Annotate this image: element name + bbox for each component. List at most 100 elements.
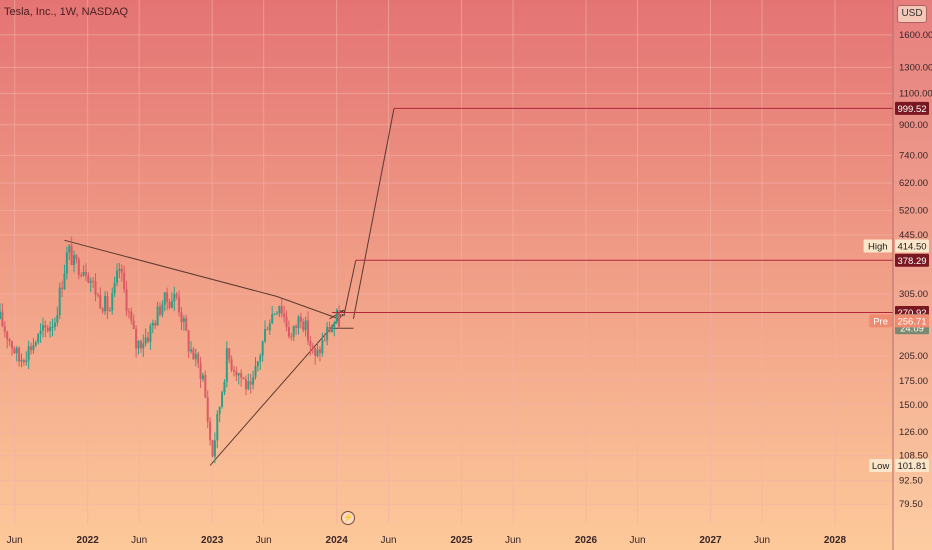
- candle[interactable]: [80, 272, 83, 278]
- candle[interactable]: [96, 292, 99, 298]
- flash-icon[interactable]: ⚡: [341, 511, 355, 525]
- candle[interactable]: [266, 326, 269, 331]
- candle[interactable]: [130, 307, 133, 325]
- candle[interactable]: [68, 244, 71, 261]
- candle[interactable]: [99, 287, 102, 309]
- candle[interactable]: [285, 310, 288, 332]
- candle[interactable]: [292, 325, 295, 342]
- candle[interactable]: [61, 280, 64, 298]
- candle[interactable]: [197, 351, 200, 369]
- candle[interactable]: [144, 328, 147, 347]
- candle[interactable]: [314, 347, 317, 365]
- candle[interactable]: [149, 323, 152, 350]
- candle[interactable]: [13, 345, 16, 354]
- candle[interactable]: [101, 307, 104, 314]
- candle[interactable]: [299, 312, 302, 329]
- candle[interactable]: [223, 379, 226, 396]
- candle[interactable]: [0, 303, 1, 320]
- candle[interactable]: [335, 308, 338, 325]
- currency-button[interactable]: USD: [897, 5, 927, 23]
- candle-layer[interactable]: [0, 236, 341, 464]
- candle[interactable]: [168, 298, 171, 310]
- candle[interactable]: [328, 321, 331, 333]
- candle[interactable]: [311, 342, 314, 354]
- candle[interactable]: [137, 339, 140, 355]
- candle[interactable]: [271, 306, 274, 324]
- candle[interactable]: [3, 321, 6, 338]
- candle[interactable]: [199, 356, 202, 388]
- candle[interactable]: [56, 306, 59, 327]
- candle[interactable]: [235, 366, 238, 382]
- candle[interactable]: [65, 246, 68, 280]
- candle[interactable]: [201, 372, 204, 382]
- candle[interactable]: [218, 406, 221, 423]
- candle[interactable]: [256, 361, 259, 372]
- candle[interactable]: [77, 257, 80, 280]
- candle[interactable]: [132, 314, 135, 329]
- candle[interactable]: [166, 287, 169, 311]
- candle[interactable]: [237, 372, 240, 385]
- candle[interactable]: [309, 336, 312, 356]
- candle[interactable]: [259, 353, 262, 370]
- candle[interactable]: [118, 263, 121, 278]
- candle[interactable]: [330, 323, 333, 333]
- candle[interactable]: [63, 264, 66, 291]
- candle[interactable]: [154, 320, 157, 329]
- candle[interactable]: [41, 317, 44, 338]
- candle[interactable]: [125, 280, 128, 317]
- candle[interactable]: [244, 375, 247, 396]
- candle[interactable]: [73, 250, 76, 273]
- candle[interactable]: [113, 276, 116, 298]
- candle[interactable]: [318, 346, 321, 362]
- candle[interactable]: [175, 291, 178, 300]
- candle[interactable]: [92, 277, 95, 288]
- candle[interactable]: [221, 390, 224, 409]
- candle[interactable]: [304, 316, 307, 337]
- candle[interactable]: [273, 313, 276, 316]
- candle[interactable]: [247, 373, 250, 391]
- candle[interactable]: [115, 263, 118, 287]
- candle[interactable]: [211, 439, 214, 458]
- candle[interactable]: [49, 321, 52, 338]
- candle[interactable]: [75, 254, 78, 264]
- candle[interactable]: [261, 340, 264, 362]
- candle[interactable]: [51, 318, 54, 337]
- candle[interactable]: [34, 340, 37, 347]
- candle[interactable]: [147, 331, 150, 344]
- projection-2[interactable]: [343, 260, 357, 317]
- candle[interactable]: [187, 329, 190, 358]
- candle[interactable]: [307, 311, 310, 346]
- candle[interactable]: [230, 355, 233, 373]
- candle[interactable]: [84, 263, 87, 281]
- candle[interactable]: [185, 314, 188, 331]
- candle[interactable]: [295, 324, 298, 336]
- candle[interactable]: [170, 292, 173, 309]
- candle[interactable]: [18, 346, 21, 367]
- candle[interactable]: [321, 332, 324, 357]
- candle[interactable]: [89, 277, 92, 292]
- candle[interactable]: [10, 340, 13, 356]
- candle[interactable]: [290, 332, 293, 341]
- candle[interactable]: [135, 325, 138, 358]
- candle[interactable]: [87, 272, 90, 284]
- candle[interactable]: [44, 320, 47, 338]
- candle[interactable]: [228, 348, 231, 364]
- candle[interactable]: [190, 341, 193, 354]
- candle[interactable]: [254, 357, 257, 380]
- candle[interactable]: [142, 334, 145, 357]
- candle[interactable]: [180, 306, 183, 331]
- projection-3[interactable]: [352, 108, 395, 319]
- candle[interactable]: [280, 299, 283, 318]
- candle[interactable]: [323, 333, 326, 342]
- candle[interactable]: [46, 324, 49, 333]
- candle[interactable]: [32, 337, 35, 354]
- candle[interactable]: [123, 265, 126, 293]
- candle[interactable]: [82, 265, 85, 277]
- candle[interactable]: [287, 320, 290, 339]
- candle[interactable]: [316, 341, 319, 358]
- candle[interactable]: [151, 319, 154, 334]
- candle[interactable]: [156, 301, 159, 326]
- candle[interactable]: [225, 341, 228, 388]
